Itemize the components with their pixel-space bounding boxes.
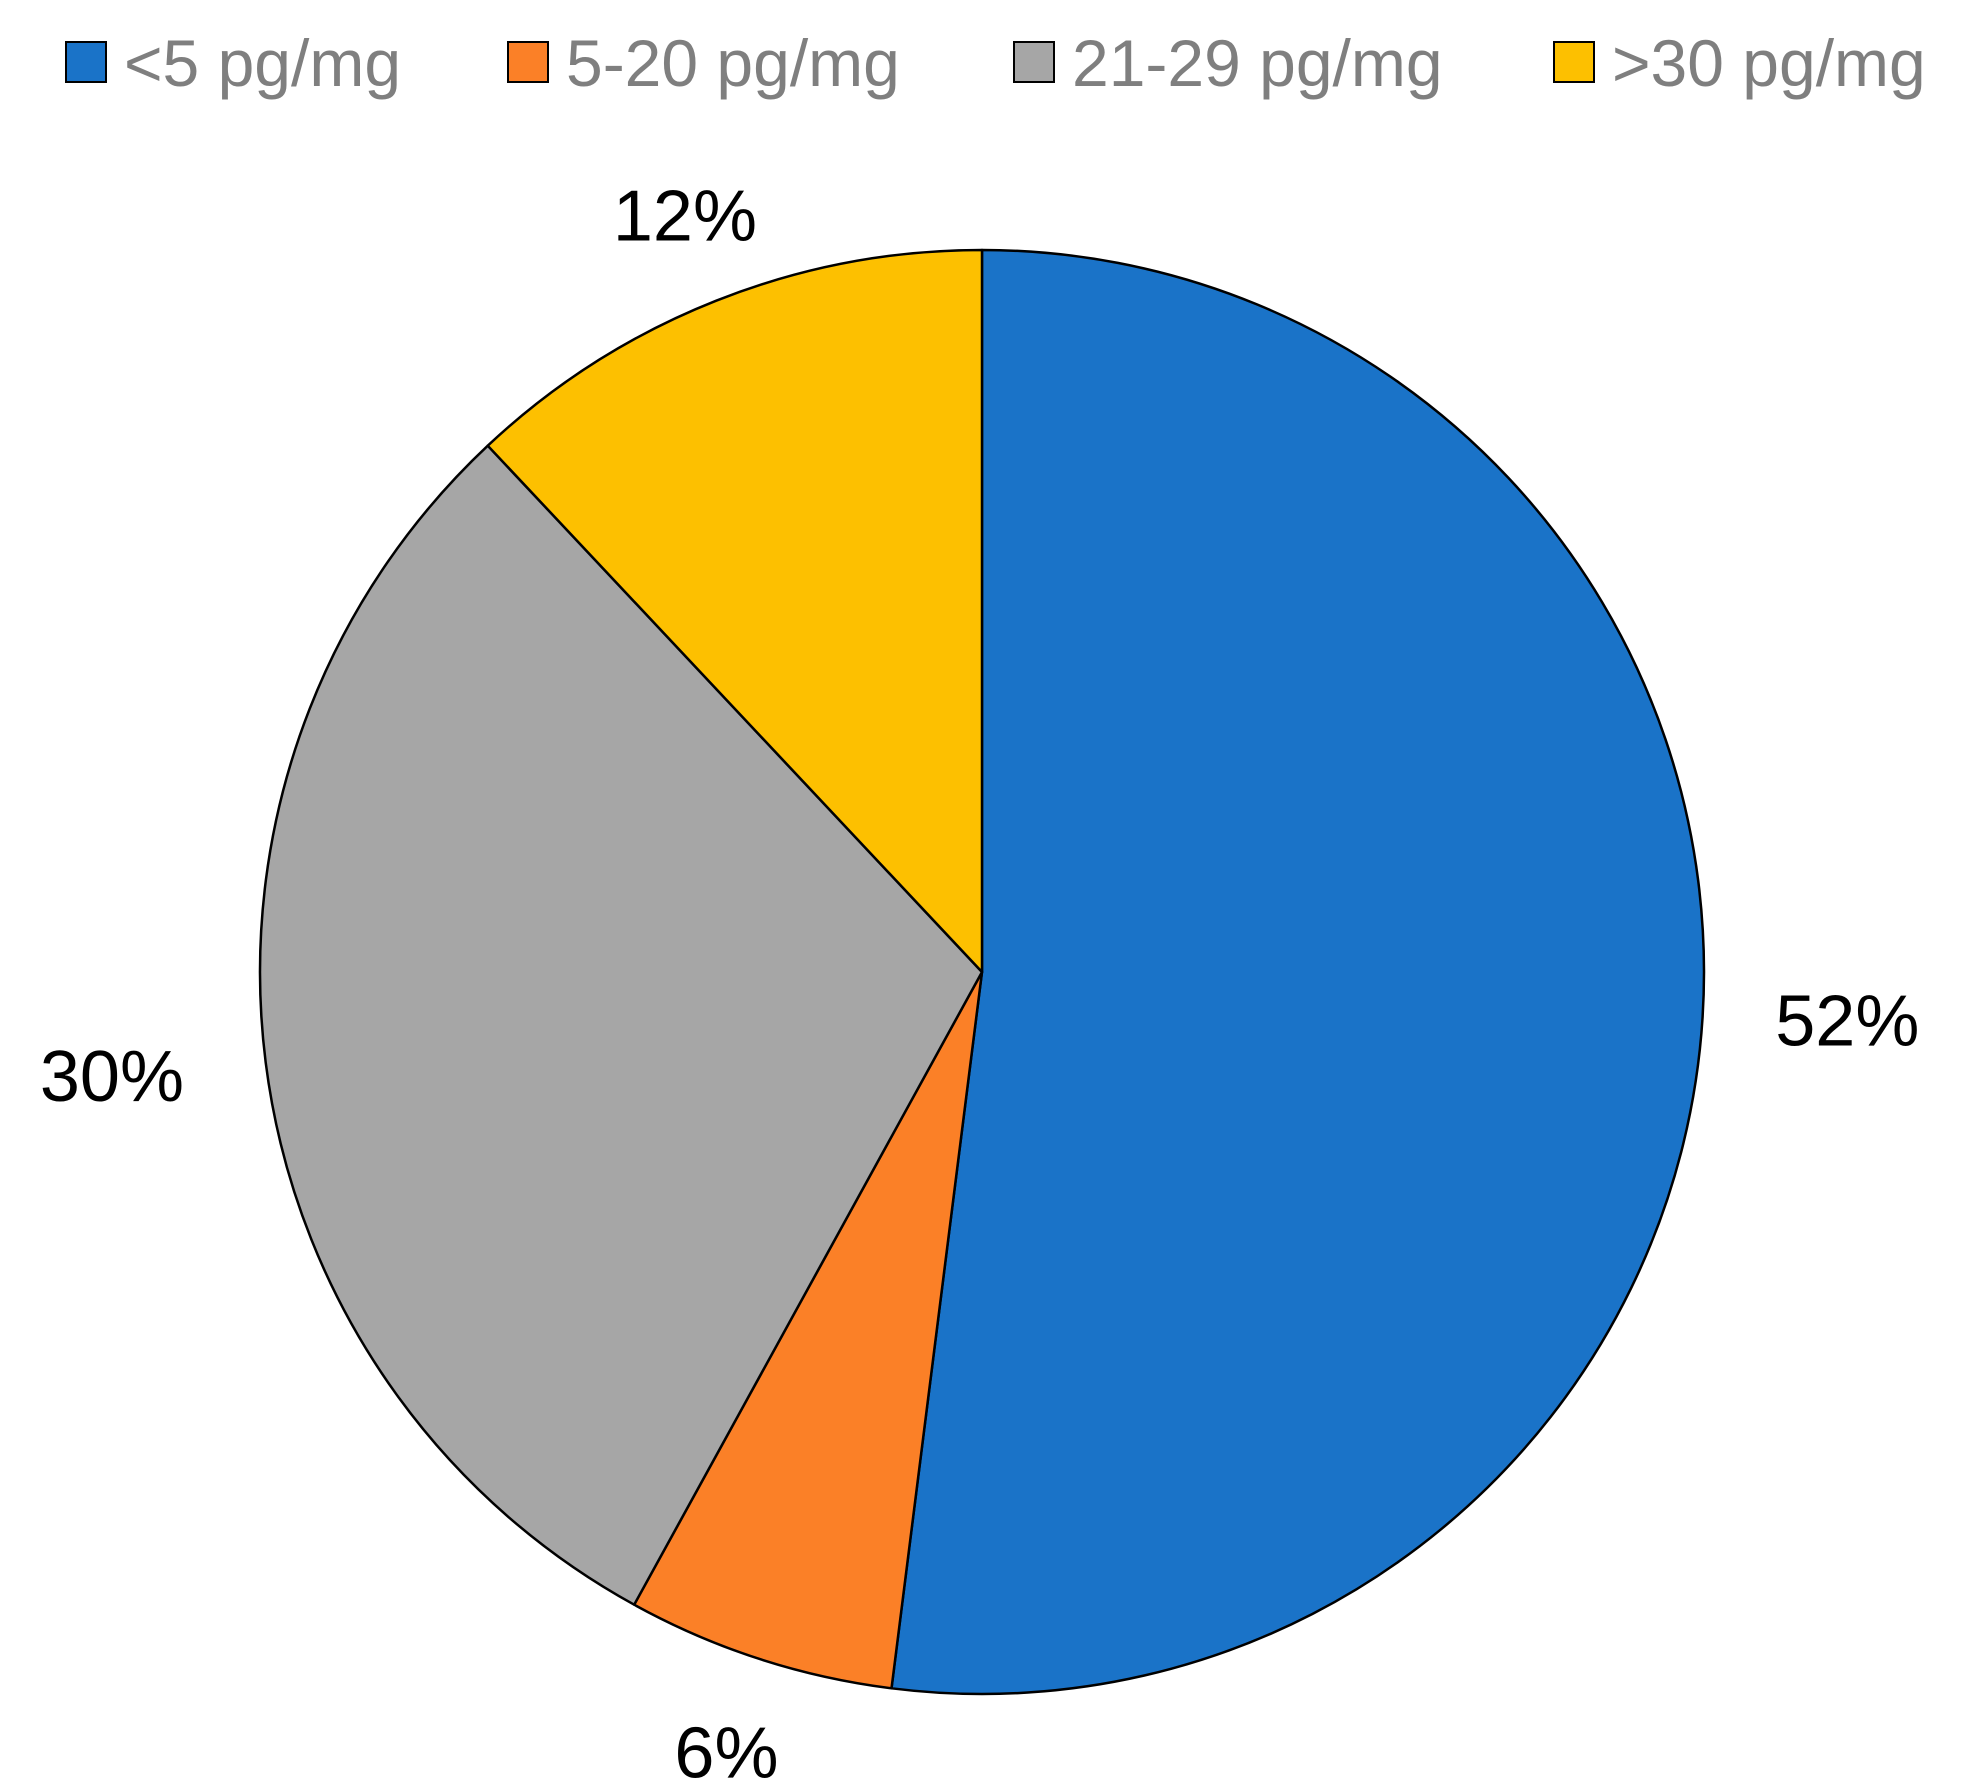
legend-swatch-gt30 <box>1553 41 1595 83</box>
pie-labels: 52% 6% 30% 12% <box>40 177 1919 1791</box>
legend-swatch-21-29 <box>1013 41 1055 83</box>
legend: <5 pg/mg 5-20 pg/mg 21-29 pg/mg >30 pg/m… <box>65 26 1926 100</box>
legend-label-21-29: 21-29 pg/mg <box>1072 26 1443 100</box>
pie-slice <box>632 970 984 1690</box>
pie-slices <box>258 248 1706 1696</box>
legend-label-lt5: <5 pg/mg <box>124 26 401 100</box>
data-label: 30% <box>40 1037 184 1117</box>
pie-slice <box>486 248 984 974</box>
legend-item: 21-29 pg/mg <box>1013 26 1443 100</box>
legend-item: 5-20 pg/mg <box>507 26 900 100</box>
legend-label-gt30: >30 pg/mg <box>1612 26 1926 100</box>
pie-slice <box>890 248 1706 1696</box>
legend-item: <5 pg/mg <box>65 26 401 100</box>
data-label: 52% <box>1775 981 1919 1061</box>
pie-slice <box>258 444 984 1606</box>
legend-item: >30 pg/mg <box>1553 26 1926 100</box>
legend-swatch-lt5 <box>65 41 107 83</box>
legend-swatch-5-20 <box>507 41 549 83</box>
legend-label-5-20: 5-20 pg/mg <box>566 26 900 100</box>
data-label: 12% <box>613 177 757 257</box>
data-label: 6% <box>674 1714 778 1791</box>
